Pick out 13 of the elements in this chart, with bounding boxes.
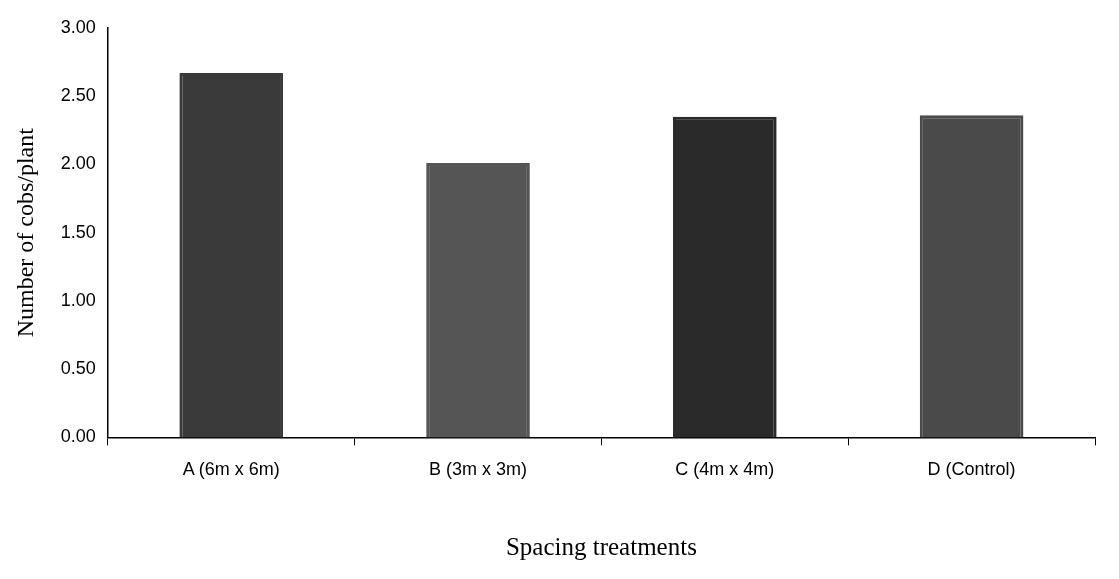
x-tick-label: C (4m x 4m) bbox=[675, 459, 775, 480]
y-tick-label: 2.00 bbox=[60, 153, 96, 174]
y-tick-label: 1.50 bbox=[60, 221, 96, 242]
x-tick-label: B (3m x 3m) bbox=[429, 459, 528, 480]
y-tick-label: 0.00 bbox=[60, 426, 96, 447]
y-tick-label: 2.50 bbox=[60, 85, 96, 106]
y-tick-label: 1.00 bbox=[60, 289, 96, 310]
y-tick-label: 3.00 bbox=[60, 16, 96, 37]
x-axis-title: Spacing treatments bbox=[505, 532, 697, 560]
y-axis-title: Number of cobs/plant bbox=[11, 127, 38, 338]
x-tick-label: A (6m x 6m) bbox=[182, 459, 280, 480]
y-tick-label: 0.50 bbox=[60, 358, 96, 379]
x-tick-label: D (Control) bbox=[927, 459, 1016, 480]
